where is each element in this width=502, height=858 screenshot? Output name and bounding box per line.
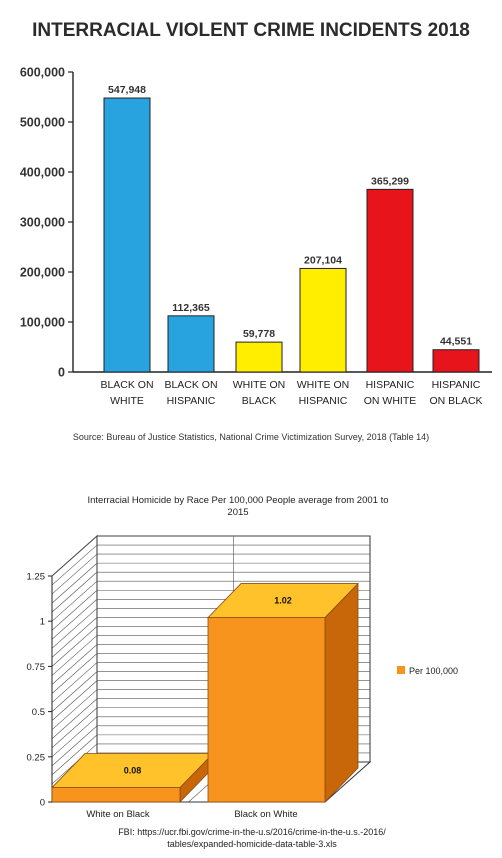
- grid-line: [51, 590, 98, 631]
- x-tick-label: HISPANIC: [432, 379, 481, 391]
- x-tick-label: HISPANIC: [366, 379, 415, 391]
- x-tick-label: BLACK ON: [100, 379, 153, 391]
- y-tick-label: 1.25: [27, 572, 46, 583]
- grid-line: [51, 544, 98, 586]
- chart-subtitle: 2015: [227, 507, 248, 518]
- y-tick-label: 200,000: [20, 266, 65, 280]
- grid-line: [51, 635, 98, 676]
- grid-line: [51, 725, 98, 767]
- x-tick-label: Black on White: [234, 809, 297, 820]
- y-tick-label: 0.25: [27, 752, 46, 763]
- grid-line: [51, 653, 98, 694]
- grid-line: [51, 644, 98, 685]
- x-tick-label: HISPANIC: [299, 395, 348, 407]
- y-tick-label: 0.75: [27, 662, 46, 673]
- data-label: 1.02: [274, 596, 292, 606]
- x-tick-label: HISPANIC: [167, 395, 216, 407]
- bar-top: [207, 583, 359, 618]
- x-tick-label: BLACK ON: [164, 379, 217, 391]
- bar: [235, 341, 283, 373]
- grid-line: [51, 689, 98, 730]
- data-label: 547,948: [108, 84, 146, 96]
- y-tick-label: 600,000: [20, 66, 65, 80]
- data-label: 207,104: [304, 254, 342, 266]
- grid-line: [51, 535, 98, 577]
- bar: [432, 349, 480, 373]
- grid-line: [51, 734, 98, 776]
- bar: [366, 188, 414, 373]
- chart-title: Interracial Homicide by Race Per 100,000…: [87, 495, 388, 506]
- homicide-chart: Interracial Homicide by Race Per 100,000…: [27, 495, 459, 849]
- data-label: 59,778: [243, 328, 275, 340]
- grid-line: [51, 608, 98, 649]
- grid-line: [51, 707, 98, 748]
- y-tick-label: 0: [58, 366, 65, 380]
- chart-title: INTERRACIAL VIOLENT CRIME INCIDENTS 2018: [32, 20, 470, 41]
- grid-line: [51, 680, 98, 721]
- y-tick-label: 1: [40, 617, 45, 628]
- x-tick-label: White on Black: [86, 809, 150, 820]
- bar: [51, 787, 181, 803]
- grid-line: [51, 671, 98, 712]
- grid-line: [51, 698, 98, 739]
- y-tick-label: 500,000: [20, 116, 65, 130]
- grid-line: [51, 553, 98, 595]
- y-tick-label: 0.5: [32, 707, 45, 718]
- data-label: 44,551: [440, 336, 472, 348]
- bar: [103, 97, 151, 373]
- grid-line: [51, 662, 98, 703]
- violent-crime-chart: INTERRACIAL VIOLENT CRIME INCIDENTS 2018…: [20, 20, 492, 442]
- bar: [207, 617, 326, 803]
- y-tick-label: 100,000: [20, 316, 65, 330]
- source-note: FBI: https://ucr.fbi.gov/crime-in-the-u.…: [118, 827, 386, 837]
- grid-line: [51, 599, 98, 640]
- bar-side: [324, 582, 359, 803]
- grid-line: [51, 571, 98, 613]
- grid-line: [51, 626, 98, 667]
- y-tick-label: 0: [40, 798, 45, 809]
- legend-swatch: [397, 666, 405, 674]
- x-tick-label: WHITE ON: [233, 379, 286, 391]
- data-label: 365,299: [371, 175, 409, 187]
- x-tick-label: WHITE: [110, 395, 144, 407]
- x-tick-label: ON WHITE: [364, 395, 417, 407]
- legend-label: Per 100,000: [409, 666, 458, 676]
- data-label: 0.08: [124, 766, 142, 776]
- x-tick-label: WHITE ON: [297, 379, 350, 391]
- source-note: tables/expanded-homicide-data-table-3.xl…: [167, 839, 337, 849]
- grid-line: [51, 617, 98, 658]
- source-note: Source: Bureau of Justice Statistics, Na…: [73, 432, 429, 442]
- bar: [167, 315, 215, 373]
- data-label: 112,365: [172, 302, 210, 314]
- grid-line: [51, 716, 98, 758]
- y-tick-label: 300,000: [20, 216, 65, 230]
- grid-line: [51, 562, 98, 604]
- grid-line: [51, 580, 98, 622]
- bar: [299, 267, 347, 373]
- y-tick-label: 400,000: [20, 166, 65, 180]
- x-tick-label: BLACK: [242, 395, 276, 407]
- x-tick-label: ON BLACK: [429, 395, 482, 407]
